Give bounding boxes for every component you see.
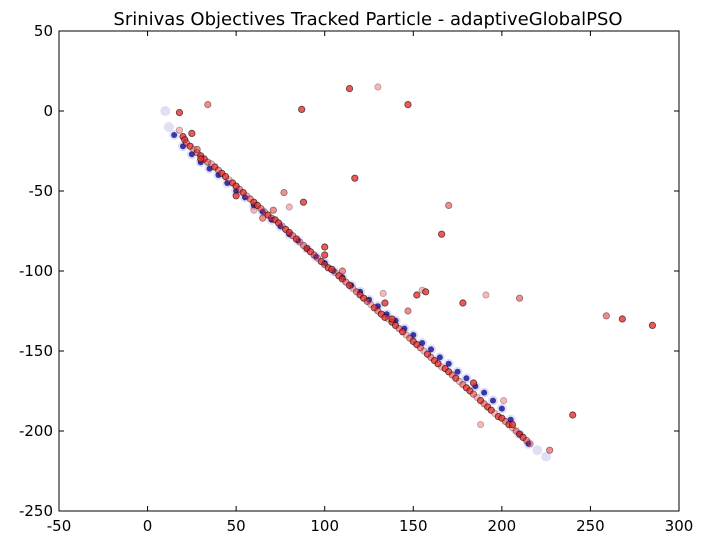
front-point <box>419 340 426 346</box>
front-point <box>436 354 443 361</box>
tracked-point <box>285 203 293 211</box>
tracked-point <box>351 174 359 182</box>
front-halo-point <box>532 445 543 456</box>
tracked-point <box>452 374 460 382</box>
tracked-point <box>381 313 389 321</box>
tracked-point <box>482 291 490 299</box>
tracked-point <box>280 189 288 197</box>
tracked-point <box>338 267 347 275</box>
x-tick-label: 150 <box>399 517 428 535</box>
tracked-point <box>508 420 517 429</box>
front-halo-point <box>163 122 174 132</box>
tracked-point <box>469 379 478 387</box>
y-tick-label: 50 <box>34 22 53 40</box>
x-tick-label: 100 <box>310 517 339 535</box>
tracked-point <box>487 406 495 414</box>
x-tick-label: 0 <box>143 517 153 535</box>
tracked-point <box>292 235 300 243</box>
tracked-point <box>618 315 626 323</box>
y-tick-label: 0 <box>43 102 53 120</box>
x-tick-label: -50 <box>47 517 72 535</box>
front-point <box>188 151 195 158</box>
front-point <box>498 405 505 412</box>
tracked-point <box>232 192 240 200</box>
tracked-point <box>345 281 354 289</box>
front-point <box>445 360 452 367</box>
tracked-point <box>321 243 329 251</box>
y-tick-label: -50 <box>29 182 54 200</box>
tracked-point <box>204 158 212 166</box>
tracked-point <box>388 315 396 323</box>
tracked-point <box>259 214 267 222</box>
x-tick-label: 300 <box>665 517 694 535</box>
tracked-point <box>328 265 336 273</box>
tracked-point <box>434 360 442 368</box>
tracked-point <box>269 206 277 214</box>
tracked-point <box>546 446 554 454</box>
tracked-point <box>526 440 534 448</box>
tracked-point <box>250 206 258 214</box>
front-point <box>224 180 231 186</box>
tracked-point <box>186 142 194 150</box>
tracked-point <box>321 251 329 259</box>
tracked-point <box>469 390 478 398</box>
front-halo-point <box>541 451 552 462</box>
tracked-point <box>413 291 421 299</box>
tracked-point <box>310 251 318 259</box>
tracked-point <box>648 321 657 329</box>
tracked-point <box>193 145 201 153</box>
front-point <box>490 397 496 404</box>
tracked-point <box>404 307 412 315</box>
front-point <box>481 389 488 396</box>
tracked-point <box>221 173 230 181</box>
tracked-point <box>204 101 212 109</box>
front-point <box>428 346 434 353</box>
tracked-point <box>175 109 184 117</box>
tracked-point <box>500 396 508 405</box>
tracked-particle-series <box>175 83 657 454</box>
tracked-point <box>459 299 467 307</box>
tracked-point <box>515 294 524 302</box>
tracked-point <box>239 189 247 197</box>
x-axis: -50 0 50 100 150 200 250 300 <box>47 31 694 535</box>
y-tick-label: -100 <box>19 262 53 280</box>
tracked-point <box>381 299 389 307</box>
x-tick-label: 50 <box>227 517 246 535</box>
tracked-point <box>374 83 382 91</box>
x-tick-label: 200 <box>488 517 517 535</box>
tracked-point <box>445 201 453 209</box>
tracked-point <box>188 129 196 137</box>
y-axis: -250 -200 -150 -100 -50 0 50 <box>19 22 679 520</box>
y-tick-label: -250 <box>19 502 53 520</box>
tracked-point <box>438 230 446 238</box>
tracked-point <box>422 288 430 296</box>
tracked-point <box>175 126 184 134</box>
tracked-point <box>257 205 265 213</box>
tracked-point <box>363 297 371 305</box>
x-tick-label: 250 <box>576 517 605 535</box>
tracked-point <box>298 105 306 114</box>
tracked-point <box>197 155 205 163</box>
y-tick-label: -150 <box>19 342 53 360</box>
front-point <box>171 132 178 138</box>
tracked-point <box>404 101 412 109</box>
tracked-point <box>379 289 387 297</box>
tracked-point <box>416 344 424 352</box>
front-point <box>463 375 470 382</box>
y-tick-label: -200 <box>19 422 53 440</box>
front-halo-point <box>160 106 171 116</box>
tracked-point <box>275 219 283 227</box>
plot-area-frame <box>58 30 680 512</box>
tracked-point <box>569 411 577 419</box>
tracked-point <box>345 85 354 93</box>
chart-title: Srinivas Objectives Tracked Particle - a… <box>113 9 622 30</box>
tracked-point <box>523 436 531 445</box>
tracked-point <box>602 312 610 320</box>
tracked-point <box>399 328 407 336</box>
tracked-point <box>476 420 485 429</box>
front-point <box>454 368 461 375</box>
front-point <box>206 165 213 172</box>
tracked-point <box>299 198 308 206</box>
